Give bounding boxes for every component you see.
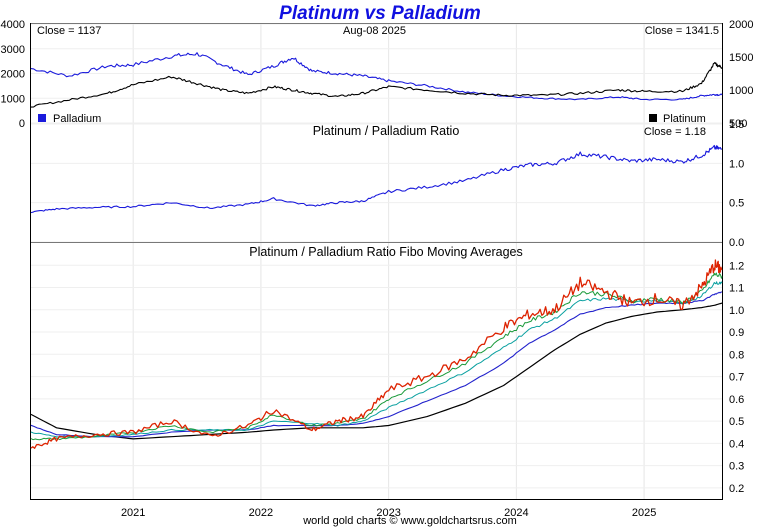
x-tick-label: 2023 <box>376 507 400 519</box>
ma-longest-line <box>30 302 723 440</box>
fibo-panel-title: Platinum / Palladium Ratio Fibo Moving A… <box>249 245 523 259</box>
legend-platinum-swatch <box>649 114 657 122</box>
ratio-close-label: Close = 1.18 <box>644 126 706 138</box>
ma-long-line <box>30 291 723 438</box>
right-tick-label: 500 <box>729 118 747 130</box>
platinum-line <box>30 61 723 108</box>
x-tick-label: 2024 <box>504 507 528 519</box>
left-tick-label: 4000 <box>1 19 25 31</box>
chart-title: Platinum vs Palladium <box>279 3 481 24</box>
ratio-panel-title: Platinum / Palladium Ratio <box>313 124 460 138</box>
footer-credit: world gold charts © www.goldchartsrus.co… <box>303 515 517 527</box>
close-right-label: Close = 1341.5 <box>645 25 719 37</box>
right-tick-label: 0.2 <box>729 483 744 495</box>
left-tick-label: 3000 <box>1 44 25 56</box>
right-tick-label: 1.1 <box>729 283 744 295</box>
ratio-fibo-line <box>30 259 723 449</box>
right-tick-label: 0.3 <box>729 461 744 473</box>
right-tick-label: 0.0 <box>729 237 744 249</box>
right-tick-label: 0.5 <box>729 198 744 210</box>
ratio-line <box>30 144 723 214</box>
right-tick-label: 0.5 <box>729 416 744 428</box>
ma-medium-line <box>30 281 723 438</box>
x-tick-label: 2025 <box>632 507 656 519</box>
right-tick-label: 0.8 <box>729 349 744 361</box>
right-tick-label: 2000 <box>729 19 753 31</box>
close-left-label: Close = 1137 <box>37 25 101 37</box>
left-tick-label: 1000 <box>1 93 25 105</box>
right-tick-label: 0.7 <box>729 372 744 384</box>
right-tick-label: 1.2 <box>729 260 744 272</box>
right-tick-label: 0.9 <box>729 327 744 339</box>
legend-platinum-label: Platinum <box>663 113 706 125</box>
left-tick-label: 2000 <box>1 69 25 81</box>
x-tick-label: 2021 <box>121 507 145 519</box>
legend-palladium-label: Palladium <box>53 113 101 125</box>
panel-frame-fibo <box>30 242 723 500</box>
right-tick-label: 1.0 <box>729 158 744 170</box>
right-tick-label: 1.0 <box>729 305 744 317</box>
right-tick-label: 1000 <box>729 85 753 97</box>
panel-frame-ratio <box>30 123 723 243</box>
legend-palladium-swatch <box>38 114 46 122</box>
tick-labels: 2021 2022 2023 2024 2025 0 1000 2000 3000 4000 500… <box>1 19 754 519</box>
right-tick-label: 0.4 <box>729 438 744 450</box>
right-tick-label: 0.6 <box>729 394 744 406</box>
series-lines <box>30 52 723 449</box>
ma-short-line <box>30 272 723 441</box>
x-tick-label: 2022 <box>249 507 273 519</box>
palladium-line <box>30 52 723 101</box>
left-tick-label: 0 <box>19 118 25 130</box>
right-tick-label: 1.5 <box>729 119 744 131</box>
right-tick-label: 1500 <box>729 52 753 64</box>
date-label: Aug-08 2025 <box>343 25 406 37</box>
grid <box>31 23 722 499</box>
